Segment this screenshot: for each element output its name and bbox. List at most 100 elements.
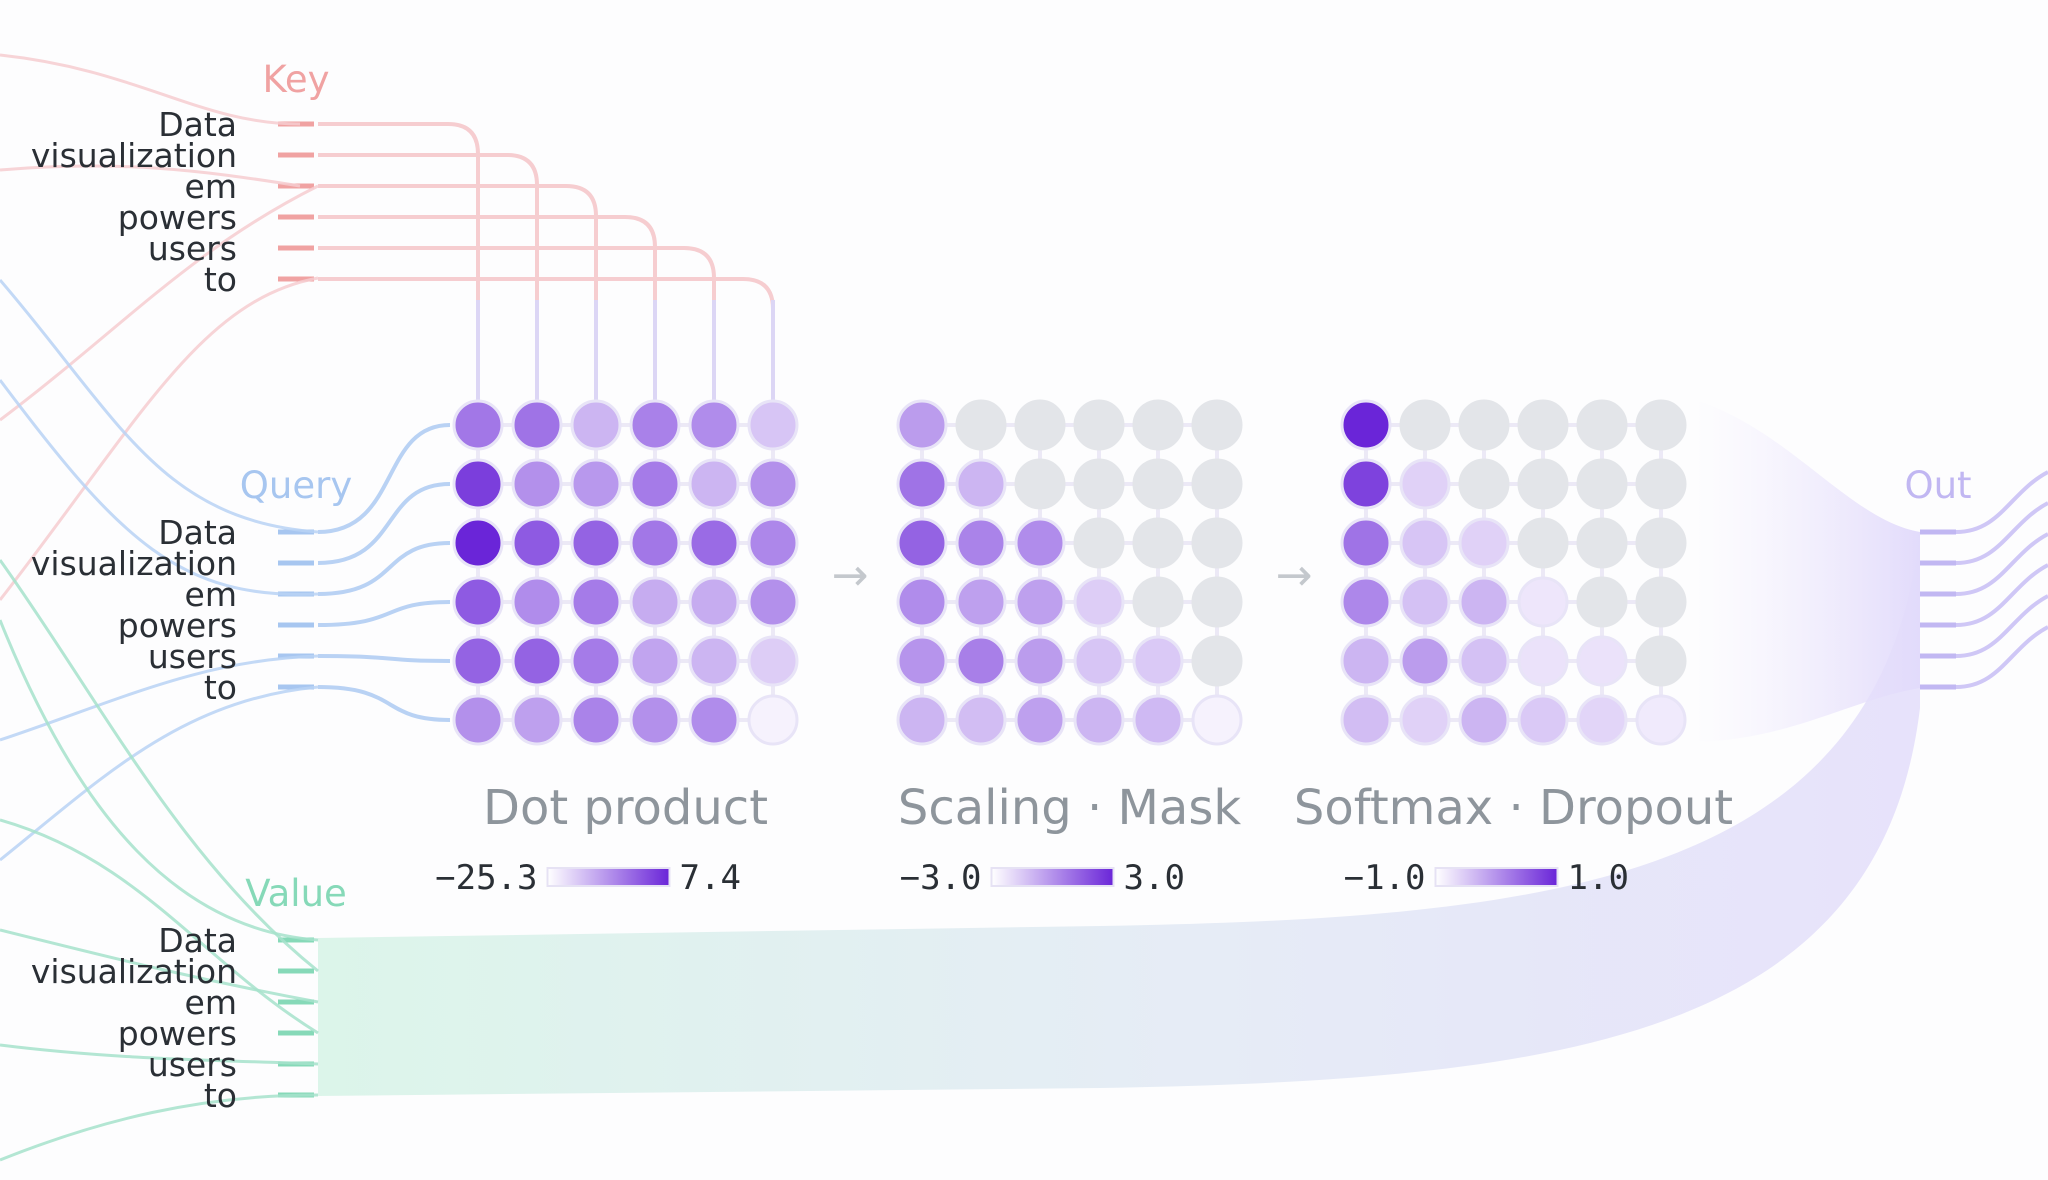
key-connector xyxy=(318,277,775,412)
matrix-cell xyxy=(1458,399,1510,451)
matrix-cell xyxy=(629,635,681,687)
matrix-cell xyxy=(511,635,563,687)
out-connector xyxy=(1955,625,2048,689)
out-connector xyxy=(1955,563,2048,627)
matrix-cell xyxy=(1191,458,1243,510)
matrix-cell xyxy=(1635,399,1687,451)
matrix-cell xyxy=(1191,635,1243,687)
output-flow-fan xyxy=(1695,400,1920,742)
incoming-connector xyxy=(0,928,319,1004)
flow-ribbons xyxy=(318,400,1920,1096)
key-connector xyxy=(318,153,539,412)
matrix-cell xyxy=(688,635,740,687)
token-label: powers xyxy=(118,606,237,645)
matrix-cell xyxy=(1014,576,1066,628)
matrix-cell xyxy=(1635,458,1687,510)
matrix-cell xyxy=(688,576,740,628)
matrix-cell xyxy=(511,458,563,510)
matrix-cell xyxy=(1073,694,1125,746)
legend-max-label: 1.0 xyxy=(1568,858,1629,898)
query-connector xyxy=(317,423,451,534)
token-label: to xyxy=(204,668,237,707)
out-label: Out xyxy=(1904,464,1971,507)
token-label: powers xyxy=(118,198,237,237)
incoming-connector xyxy=(0,1093,319,1162)
matrix-cell xyxy=(1576,694,1628,746)
matrix-cell xyxy=(1340,458,1392,510)
matrix-cell xyxy=(1517,694,1569,746)
matrix-cell xyxy=(1132,458,1184,510)
matrix-cell xyxy=(1132,517,1184,569)
matrix-cell xyxy=(1576,399,1628,451)
matrix-cell xyxy=(1073,635,1125,687)
query-label: Query xyxy=(240,464,352,507)
legend-min-label: −3.0 xyxy=(900,858,982,898)
incoming-connector xyxy=(0,818,319,1035)
matrix-cell xyxy=(1340,694,1392,746)
matrix-cell xyxy=(747,399,799,451)
matrix-cell xyxy=(896,458,948,510)
matrix-cell xyxy=(1458,458,1510,510)
matrix-cell xyxy=(1132,694,1184,746)
matrix-cell xyxy=(629,576,681,628)
matrix-cell xyxy=(570,399,622,451)
matrix-cell xyxy=(570,458,622,510)
matrix-cell xyxy=(1576,517,1628,569)
matrix-cell xyxy=(688,399,740,451)
matrix-cell xyxy=(1458,517,1510,569)
incoming-connector xyxy=(0,164,301,188)
matrix-cell xyxy=(452,399,504,451)
matrix-cell xyxy=(747,517,799,569)
legend-gradient-bar xyxy=(1434,867,1559,887)
matrix-2 xyxy=(896,399,1243,746)
arrow-icon: → xyxy=(832,550,869,601)
matrix-cell xyxy=(1340,399,1392,451)
matrix-cell xyxy=(1340,517,1392,569)
matrix-cell xyxy=(955,458,1007,510)
matrix-cell xyxy=(452,635,504,687)
matrix-cell xyxy=(1399,635,1451,687)
query-connector xyxy=(317,541,451,596)
matrix-cell xyxy=(1014,458,1066,510)
matrix-cell xyxy=(629,517,681,569)
matrix-cell xyxy=(1635,635,1687,687)
incoming-connector xyxy=(0,53,301,126)
matrix-cell xyxy=(1399,517,1451,569)
matrix-cell xyxy=(1073,458,1125,510)
token-label: visualization xyxy=(31,136,237,175)
matrix-cell xyxy=(1340,635,1392,687)
matrix-cell xyxy=(511,694,563,746)
matrix-cell xyxy=(896,576,948,628)
matrix-cell xyxy=(688,694,740,746)
incoming-connector xyxy=(0,279,319,534)
incoming-connector xyxy=(0,559,319,973)
key-connector xyxy=(318,122,480,412)
matrix-cell xyxy=(1132,635,1184,687)
matrix-cell xyxy=(955,635,1007,687)
token-label: to xyxy=(204,260,237,299)
matrix-cell xyxy=(1399,458,1451,510)
matrix-cell xyxy=(1517,458,1569,510)
stage-captions: Dot product −25.3 7.4 Scaling · Mask −3.0 3.0… xyxy=(435,780,1733,898)
matrix-cell xyxy=(629,399,681,451)
matrix-cell xyxy=(1458,576,1510,628)
matrix-cell xyxy=(452,694,504,746)
matrix-cell xyxy=(1635,517,1687,569)
matrix-cell xyxy=(955,399,1007,451)
query-connector xyxy=(317,482,451,565)
matrix-cell xyxy=(1073,399,1125,451)
matrix-cell xyxy=(1517,635,1569,687)
matrix-cell xyxy=(896,399,948,451)
token-label: visualization xyxy=(31,952,237,991)
token-label: Data xyxy=(158,513,237,552)
arrow-icon: → xyxy=(1276,550,1313,601)
incoming-connector xyxy=(0,619,319,942)
matrix-cell xyxy=(1191,399,1243,451)
matrix-cell xyxy=(570,694,622,746)
matrix-cell xyxy=(688,517,740,569)
matrix-cell xyxy=(1517,517,1569,569)
value-label: Value xyxy=(245,872,347,915)
token-label: users xyxy=(148,637,237,676)
matrix-cell xyxy=(1014,635,1066,687)
matrix-cell xyxy=(1576,458,1628,510)
